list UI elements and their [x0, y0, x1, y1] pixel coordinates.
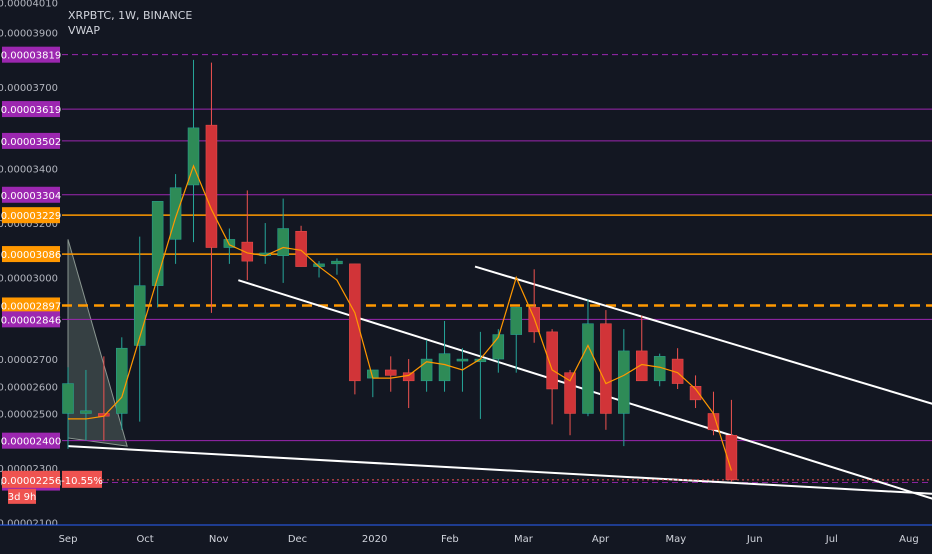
level-price-label: 0.00003619	[1, 105, 61, 116]
x-tick-label: Aug	[899, 534, 919, 545]
y-tick-label: 0.00003400	[0, 165, 58, 176]
y-tick-label: 0.00002700	[0, 355, 58, 366]
candle-body[interactable]	[402, 372, 415, 382]
x-tick-label: Dec	[288, 534, 307, 545]
y-tick-label: 0.00002300	[0, 464, 58, 475]
chart-legend: XRPBTC, 1W, BINANCE VWAP	[68, 8, 192, 38]
candle-body[interactable]	[80, 410, 92, 414]
price-change-tag	[62, 470, 102, 488]
level-price-label: 0.00003502	[1, 137, 61, 148]
candle-body[interactable]	[62, 383, 74, 414]
x-tick-label: Jun	[746, 534, 763, 545]
candle-body[interactable]	[438, 353, 451, 382]
x-tick-label: Mar	[514, 534, 534, 545]
symbol-line: XRPBTC, 1W, BINANCE	[68, 9, 193, 22]
x-tick-label: Jul	[825, 534, 838, 545]
y-tick-label: 0.00002500	[0, 409, 58, 420]
candle-body[interactable]	[689, 386, 702, 401]
level-price-tag	[2, 311, 60, 328]
candle-body[interactable]	[546, 331, 558, 390]
countdown-label: 3d 9h	[8, 492, 37, 503]
candle-body[interactable]	[420, 358, 433, 382]
x-tick-label: Feb	[441, 534, 459, 545]
y-tick-label: 0.00002600	[0, 382, 58, 393]
candle-body[interactable]	[223, 239, 236, 248]
level-price-tag	[2, 207, 60, 224]
candle-body[interactable]	[295, 230, 307, 267]
y-tick-label: 0.00002100	[0, 518, 58, 529]
trendline[interactable]	[67, 445, 932, 495]
countdown-tag	[8, 488, 36, 504]
x-tick-label: Nov	[209, 534, 229, 545]
candle-body[interactable]	[241, 241, 254, 262]
level-price-tag	[2, 432, 60, 449]
candle-body[interactable]	[636, 350, 648, 382]
level-price-tag	[2, 186, 60, 203]
level-price-label: 0.00003086	[1, 250, 61, 261]
triangle-drawing[interactable]	[67, 239, 128, 447]
candle-body[interactable]	[349, 263, 361, 382]
level-price-label: 0.00003229	[1, 211, 61, 222]
level-price-tag	[2, 101, 60, 118]
trendline[interactable]	[474, 265, 932, 411]
candle-body[interactable]	[492, 334, 505, 360]
candle-body[interactable]	[618, 350, 630, 414]
level-price-tag	[2, 246, 60, 263]
time-axis[interactable]	[0, 525, 932, 550]
candle-body[interactable]	[331, 260, 343, 265]
y-tick-label: 0.00004010	[0, 0, 58, 10]
level-price-label: 0.00003304	[1, 191, 61, 202]
candle-body[interactable]	[600, 323, 612, 414]
x-tick-label: Apr	[592, 534, 610, 545]
y-tick-label: 0.00003000	[0, 273, 58, 284]
candle-body[interactable]	[277, 228, 289, 256]
current-price-tag	[2, 470, 60, 488]
indicator-label: VWAP	[68, 24, 100, 37]
candle-body[interactable]	[116, 347, 128, 414]
level-price-tag	[2, 46, 60, 63]
y-tick-label: 0.00003700	[0, 83, 58, 94]
candle-body[interactable]	[151, 201, 164, 286]
level-price-tag	[2, 297, 60, 314]
level-price-label: 0.00002400	[1, 437, 61, 448]
current-price-label: 0.00002256	[1, 476, 61, 487]
x-tick-label: Oct	[136, 534, 153, 545]
y-tick-label: 0.00003900	[0, 29, 58, 40]
candle-body[interactable]	[725, 434, 738, 481]
candle-body[interactable]	[456, 358, 469, 362]
y-tick-label: 0.00003200	[0, 219, 58, 230]
x-tick-label: 2020	[362, 534, 387, 545]
candle-body[interactable]	[510, 307, 522, 335]
candle-body[interactable]	[564, 372, 576, 414]
candle-body[interactable]	[582, 323, 594, 414]
level-price-label: 0.00002897	[1, 301, 61, 312]
candle-body[interactable]	[187, 127, 200, 186]
candle-body[interactable]	[133, 285, 146, 346]
level-price-label: 0.00002846	[1, 315, 61, 326]
vwap-line	[68, 164, 732, 471]
candle-body[interactable]	[205, 124, 218, 248]
candle-body[interactable]	[169, 187, 182, 240]
x-tick-label: May	[665, 534, 686, 545]
level-price-tag	[2, 132, 60, 149]
candle-body[interactable]	[384, 369, 397, 376]
price-axis[interactable]	[0, 0, 62, 550]
price-change-label: -10.55%	[61, 476, 103, 487]
x-tick-label: Sep	[59, 534, 78, 545]
level-price-label: 0.00003819	[1, 51, 61, 62]
